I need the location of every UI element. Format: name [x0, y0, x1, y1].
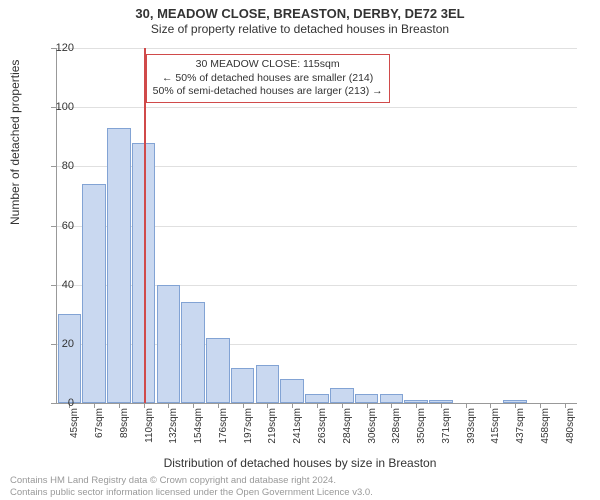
histogram-bar — [231, 368, 255, 404]
footer-line-1: Contains HM Land Registry data © Crown c… — [10, 475, 373, 486]
x-tick-label: 371sqm — [441, 408, 452, 448]
histogram-bar — [107, 128, 131, 403]
histogram-chart: 45sqm67sqm89sqm110sqm132sqm154sqm176sqm1… — [56, 48, 577, 404]
y-tick-label: 120 — [44, 42, 74, 54]
y-tick-label: 20 — [44, 338, 74, 350]
footer-line-2: Contains public sector information licen… — [10, 487, 373, 498]
x-axis-title: Distribution of detached houses by size … — [0, 456, 600, 470]
annotation-line: ← 50% of detached houses are smaller (21… — [153, 72, 383, 86]
x-tick-label: 350sqm — [416, 408, 427, 448]
annotation-line: 30 MEADOW CLOSE: 115sqm — [153, 58, 383, 72]
x-tick-label: 219sqm — [267, 408, 278, 448]
x-tick-label: 415sqm — [490, 408, 501, 448]
x-tick-label: 458sqm — [540, 408, 551, 448]
footer-attribution: Contains HM Land Registry data © Crown c… — [10, 475, 373, 498]
x-tick-label: 132sqm — [168, 408, 179, 448]
histogram-bar — [82, 184, 106, 403]
y-tick-label: 40 — [44, 279, 74, 291]
x-tick-label: 241sqm — [292, 408, 303, 448]
x-tick-label: 176sqm — [218, 408, 229, 448]
gridline — [57, 107, 577, 108]
y-tick-label: 100 — [44, 101, 74, 113]
x-tick-label: 393sqm — [466, 408, 477, 448]
gridline — [57, 48, 577, 49]
x-tick-label: 437sqm — [515, 408, 526, 448]
histogram-bar — [157, 285, 181, 403]
histogram-bar — [256, 365, 280, 403]
annotation-line: 50% of semi-detached houses are larger (… — [153, 85, 383, 99]
x-tick-label: 284sqm — [342, 408, 353, 448]
histogram-bar — [181, 302, 205, 403]
x-tick-label: 306sqm — [367, 408, 378, 448]
histogram-bar — [305, 394, 329, 403]
x-tick-label: 154sqm — [193, 408, 204, 448]
x-tick-label: 110sqm — [144, 408, 155, 448]
histogram-bar — [355, 394, 379, 403]
histogram-bar — [380, 394, 404, 403]
x-tick-label: 263sqm — [317, 408, 328, 448]
x-tick-label: 89sqm — [119, 408, 130, 448]
y-axis-title: Number of detached properties — [8, 60, 22, 225]
x-tick-label: 480sqm — [565, 408, 576, 448]
histogram-bar — [206, 338, 230, 403]
histogram-bar — [280, 379, 304, 403]
x-tick-label: 197sqm — [243, 408, 254, 448]
y-tick-label: 60 — [44, 220, 74, 232]
title-block: 30, MEADOW CLOSE, BREASTON, DERBY, DE72 … — [0, 0, 600, 36]
histogram-bar — [330, 388, 354, 403]
x-tick-label: 328sqm — [391, 408, 402, 448]
y-tick-label: 80 — [44, 160, 74, 172]
histogram-bar — [58, 314, 82, 403]
sub-title: Size of property relative to detached ho… — [0, 22, 600, 36]
annotation-box: 30 MEADOW CLOSE: 115sqm← 50% of detached… — [146, 54, 390, 103]
x-tick-label: 67sqm — [94, 408, 105, 448]
x-tick-label: 45sqm — [69, 408, 80, 448]
y-tick-label: 0 — [44, 397, 74, 409]
main-title: 30, MEADOW CLOSE, BREASTON, DERBY, DE72 … — [0, 6, 600, 21]
